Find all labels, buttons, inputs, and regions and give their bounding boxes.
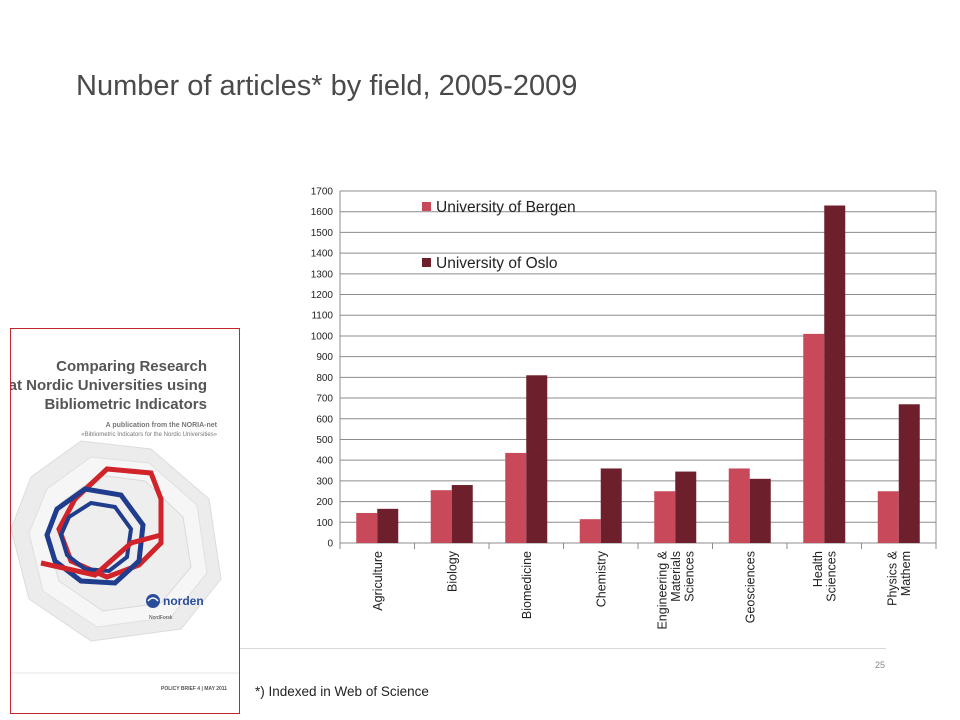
x-category-label: Agriculture (371, 551, 385, 611)
y-tick-label: 0 (327, 539, 333, 550)
bar-oslo (898, 404, 920, 543)
x-category-label: Biomedicine (520, 551, 534, 619)
bar-oslo (451, 485, 473, 543)
bar-bergen (803, 333, 825, 543)
y-tick-label: 1000 (311, 331, 334, 342)
x-category-label: Health (811, 551, 825, 587)
norden-logo: norden NordForsk (146, 594, 204, 621)
cover-title-line: Comparing Research (56, 358, 207, 375)
x-category-label: Geosciences (743, 551, 757, 623)
x-category-label: Sciences (682, 551, 696, 602)
y-tick-label: 1300 (311, 269, 334, 280)
bar-bergen (579, 519, 601, 543)
cover-logo-subtext: NordForsk (149, 615, 173, 621)
x-category-label: Sciences (825, 551, 839, 602)
y-tick-label: 800 (316, 373, 333, 384)
cover-title-line: at Nordic Universities using (11, 377, 207, 394)
legend-label: University of Oslo (436, 255, 557, 272)
x-axis-labels: Agriculture Biology Biomedicine Chemistry En… (371, 550, 913, 629)
y-tick-label: 1600 (311, 207, 334, 218)
bar-bergen (356, 512, 378, 543)
y-tick-label: 1400 (311, 249, 334, 260)
chart-bars (356, 205, 920, 543)
bar-oslo (675, 471, 697, 543)
cover-subtitle-line: «Bibliometric Indicators for the Nordic … (81, 432, 217, 438)
y-tick-label: 600 (316, 414, 333, 425)
bar-oslo (377, 508, 399, 543)
x-category-label: Biology (445, 550, 459, 592)
x-category-label: Materials (669, 551, 683, 602)
cover-title: Comparing Research at Nordic Universitie… (11, 358, 218, 438)
y-tick-label: 1500 (311, 228, 334, 239)
y-tick-label: 500 (316, 435, 333, 446)
y-tick-label: 700 (316, 394, 333, 405)
legend-swatch (422, 258, 431, 267)
cover-artwork: Comparing Research at Nordic Universitie… (11, 329, 239, 713)
bar-oslo (824, 205, 846, 543)
x-category-label: Chemistry (594, 550, 608, 607)
footer-divider (240, 648, 886, 649)
bar-bergen (654, 491, 676, 543)
bar-oslo (600, 468, 622, 543)
cover-subtitle-line: A publication from the NORIA-net (106, 422, 218, 429)
bar-oslo (526, 375, 548, 543)
bar-bergen (728, 468, 750, 543)
x-category-label: Mathem (899, 551, 913, 596)
y-tick-label: 400 (316, 456, 333, 467)
y-axis-ticks: 0 100 200 300 400 500 600 700 800 900 1000 1100 1200… (311, 187, 334, 550)
chart-legend: University of Bergen University of Oslo (422, 199, 576, 272)
legend-label: University of Bergen (436, 199, 576, 216)
y-tick-label: 1200 (311, 290, 334, 301)
cover-title-line: Bibliometric Indicators (44, 396, 207, 413)
bar-oslo (749, 478, 771, 543)
cover-footer-text: POLICY BRIEF 4 | MAY 2011 (161, 686, 227, 692)
bar-bergen (877, 491, 899, 543)
y-tick-label: 300 (316, 476, 333, 487)
page-number: 25 (875, 660, 886, 670)
cover-paper-art (11, 440, 222, 642)
legend-swatch (422, 202, 431, 211)
slide-title: Number of articles* by field, 2005-2009 (76, 70, 578, 102)
bar-bergen (430, 490, 452, 543)
y-tick-label: 200 (316, 497, 333, 508)
cover-logo-text: norden (163, 594, 204, 608)
x-category-label: Engineering & (655, 550, 669, 629)
bar-bergen (505, 452, 527, 543)
y-tick-label: 900 (316, 352, 333, 363)
x-category-label: Physics & (886, 550, 900, 606)
y-tick-label: 100 (316, 518, 333, 529)
footnote: *) Indexed in Web of Science (255, 684, 429, 699)
y-tick-label: 1100 (311, 311, 333, 322)
report-cover-image: Comparing Research at Nordic Universitie… (10, 328, 240, 714)
y-tick-label: 1700 (311, 187, 334, 198)
chart-grid (339, 190, 937, 549)
